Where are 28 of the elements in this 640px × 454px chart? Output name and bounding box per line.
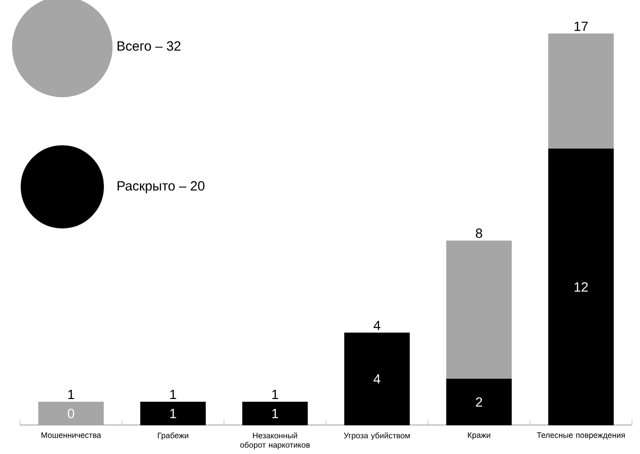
total-label: 1 <box>170 390 176 400</box>
bar <box>140 402 206 426</box>
total-label: 1 <box>272 390 278 400</box>
x-tick-label: Телесные повреждения <box>536 432 625 440</box>
x-tick-label: Грабежи <box>158 432 188 440</box>
total-label: 4 <box>374 320 380 330</box>
data-label: 4 <box>374 374 380 384</box>
x-tick-label: Угроза убийством <box>344 432 410 440</box>
data-label: 12 <box>574 282 588 292</box>
data-label: 0 <box>68 408 74 418</box>
total-label: 17 <box>574 22 588 31</box>
bar <box>344 332 410 426</box>
data-label: 1 <box>170 408 176 418</box>
bar <box>242 402 308 426</box>
data-label: 2 <box>476 397 482 407</box>
legend-label: Всего – 32 <box>118 41 180 51</box>
x-tick-label: Мошенничества <box>42 432 102 438</box>
bar <box>548 148 614 426</box>
x-tick-label: Кражи <box>468 432 490 440</box>
total-label: 1 <box>68 390 74 400</box>
total-label: 8 <box>476 228 482 238</box>
data-label: 1 <box>272 408 278 418</box>
bar <box>446 378 512 426</box>
bar <box>446 240 512 380</box>
bar <box>38 402 104 426</box>
bar <box>548 34 614 150</box>
legend-label: Раскрыто – 20 <box>118 181 204 194</box>
x-tick-label: Незаконный оборот наркотиков <box>240 432 310 450</box>
